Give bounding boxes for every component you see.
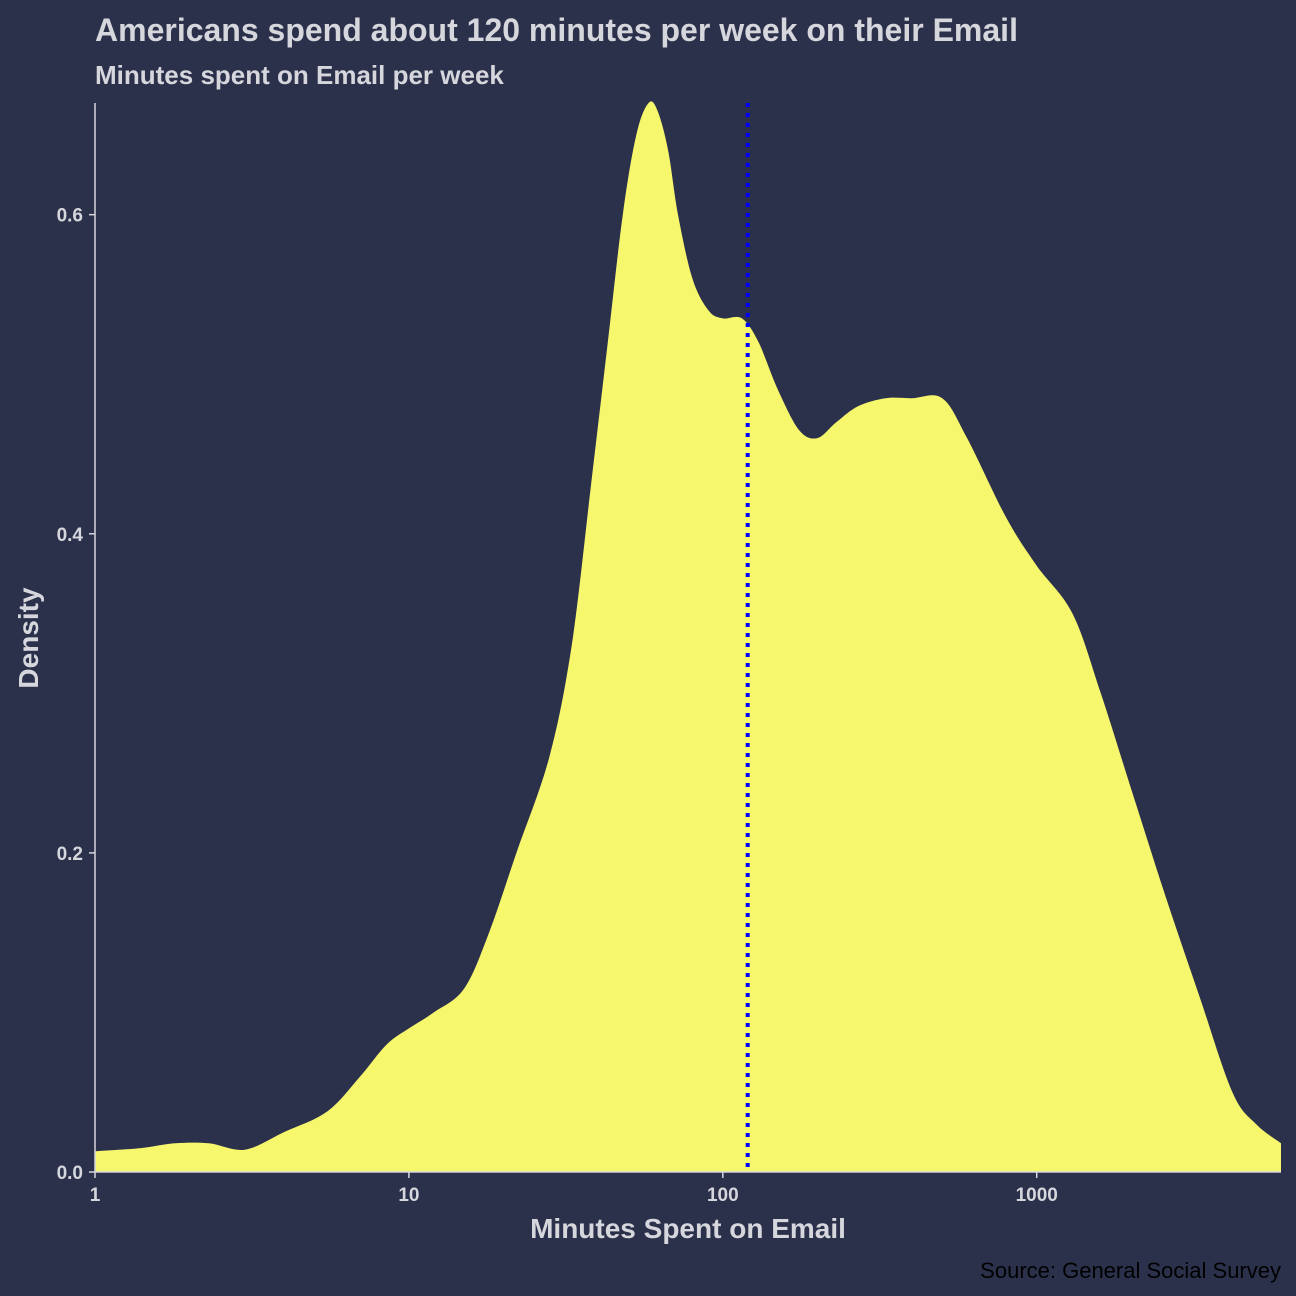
y-tick-label: 0.4 [57, 525, 84, 546]
y-tick-label: 0.6 [57, 206, 83, 227]
y-tick-label: 0.0 [57, 1163, 83, 1184]
source-caption: Source: General Social Survey [980, 1258, 1281, 1283]
x-tick-label: 1 [90, 1185, 101, 1206]
y-tick-label: 0.2 [57, 844, 83, 865]
x-tick-label: 1000 [1016, 1185, 1058, 1206]
x-axis-title: Minutes Spent on Email [530, 1213, 846, 1244]
plot-area [95, 101, 1281, 1172]
chart-title: Americans spend about 120 minutes per we… [95, 12, 1018, 48]
chart-subtitle: Minutes spent on Email per week [95, 60, 504, 90]
y-axis-title: Density [13, 587, 44, 689]
x-tick-label: 10 [398, 1185, 419, 1206]
x-tick-label: 100 [707, 1185, 739, 1206]
density-area-0 [95, 101, 1281, 1172]
axes: 0.0 0.2 0.4 0.6 1 10 100 1000 [57, 103, 1281, 1206]
